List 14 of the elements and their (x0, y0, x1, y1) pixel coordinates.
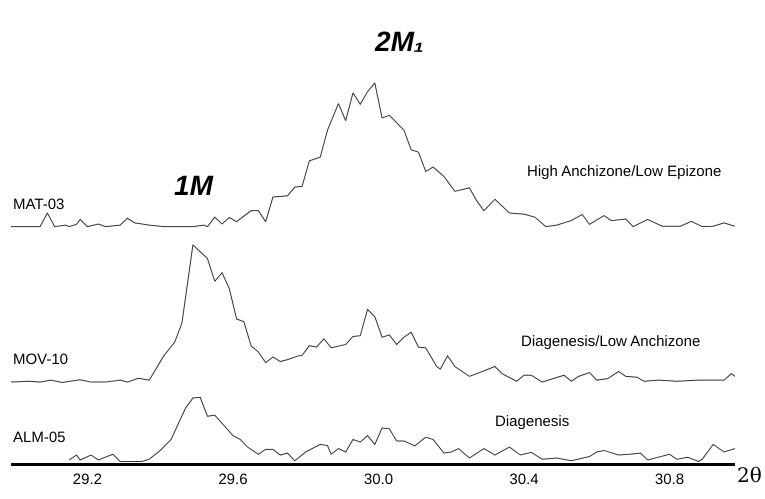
series-label: MAT-03 (13, 196, 64, 213)
x-tick-label: 30.4 (509, 471, 539, 488)
series-label: MOV-10 (13, 351, 68, 368)
annotation: Diagenesis/Low Anchizone (521, 333, 700, 350)
series-label: ALM-05 (13, 429, 66, 446)
x-tick-label: 30.0 (364, 471, 394, 488)
x-tick-label: 29.6 (218, 471, 248, 488)
text: 2M₁ (374, 26, 424, 57)
x-tick-label: 30.8 (654, 471, 684, 488)
annotation: Diagenesis (495, 413, 570, 430)
annotation: High Anchizone/Low Epizone (527, 163, 722, 180)
x-tick-label: 29.2 (72, 471, 102, 488)
annotation: 1M (174, 170, 214, 201)
x-axis-title: 2θ (737, 463, 762, 487)
